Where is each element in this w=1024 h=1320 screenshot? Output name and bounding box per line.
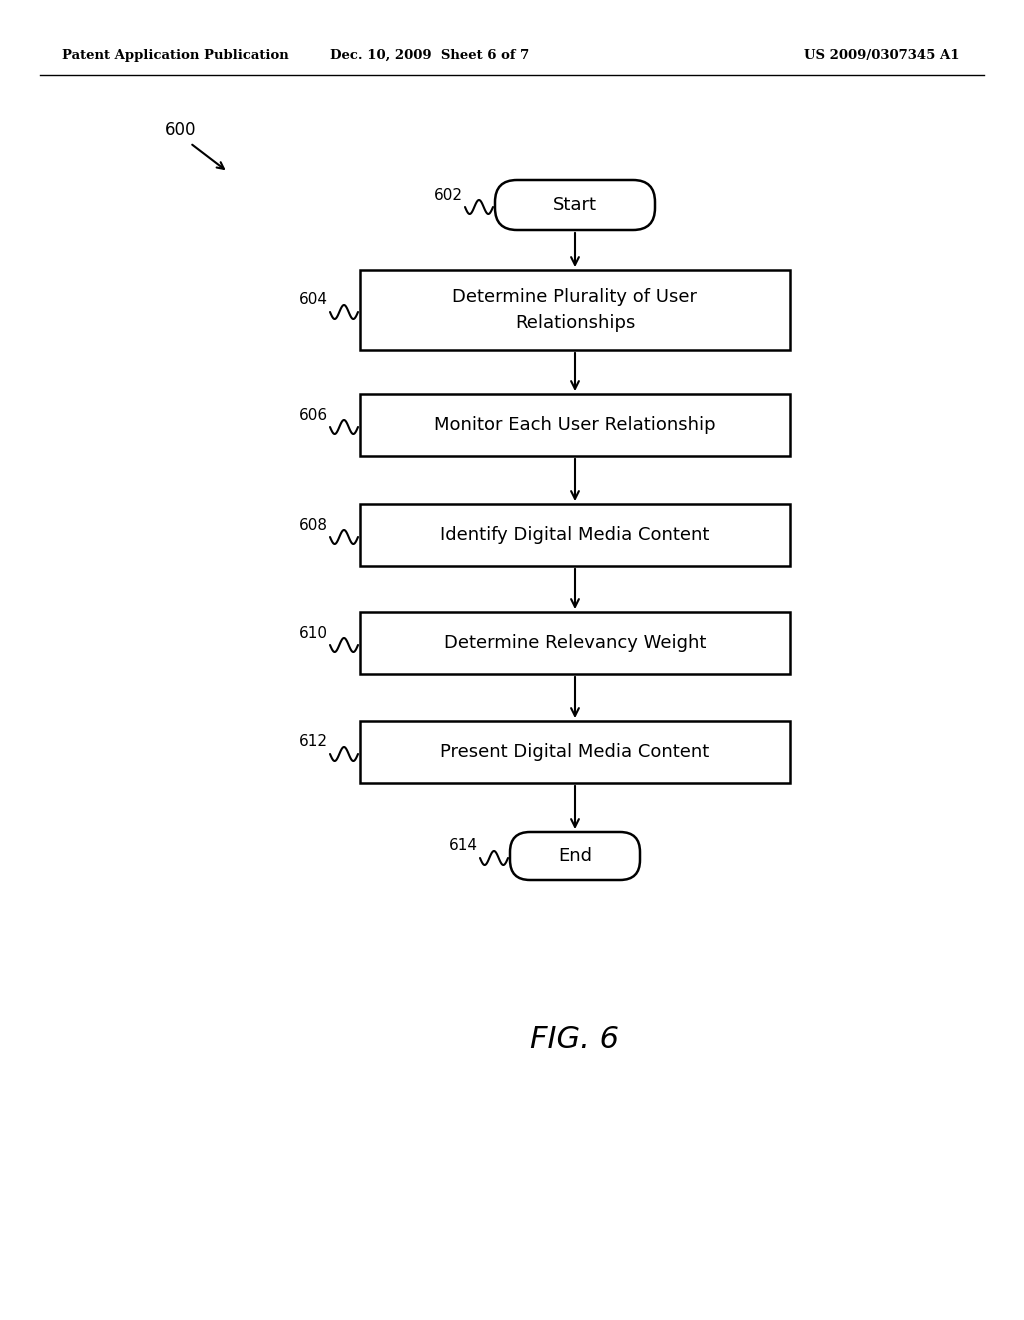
Text: Start: Start — [553, 195, 597, 214]
Text: Present Digital Media Content: Present Digital Media Content — [440, 743, 710, 762]
Text: Monitor Each User Relationship: Monitor Each User Relationship — [434, 416, 716, 434]
Text: 606: 606 — [299, 408, 328, 422]
Text: 614: 614 — [449, 838, 478, 854]
Bar — [360, 271, 790, 350]
FancyBboxPatch shape — [495, 180, 655, 230]
Text: Dec. 10, 2009  Sheet 6 of 7: Dec. 10, 2009 Sheet 6 of 7 — [331, 49, 529, 62]
Text: 612: 612 — [299, 734, 328, 750]
Text: 600: 600 — [165, 121, 197, 139]
Bar — [360, 721, 790, 783]
Text: Patent Application Publication: Patent Application Publication — [62, 49, 289, 62]
Bar — [360, 612, 790, 675]
Text: 608: 608 — [299, 517, 328, 532]
Text: FIG. 6: FIG. 6 — [530, 1026, 620, 1055]
Text: 604: 604 — [299, 293, 328, 308]
Bar — [360, 504, 790, 566]
Bar — [360, 393, 790, 455]
Text: Determine Plurality of User
Relationships: Determine Plurality of User Relationship… — [453, 289, 697, 331]
Text: End: End — [558, 847, 592, 865]
Text: 602: 602 — [434, 187, 463, 202]
Text: 610: 610 — [299, 626, 328, 640]
Text: Determine Relevancy Weight: Determine Relevancy Weight — [443, 634, 707, 652]
FancyBboxPatch shape — [510, 832, 640, 880]
Text: Identify Digital Media Content: Identify Digital Media Content — [440, 525, 710, 544]
Text: US 2009/0307345 A1: US 2009/0307345 A1 — [805, 49, 961, 62]
